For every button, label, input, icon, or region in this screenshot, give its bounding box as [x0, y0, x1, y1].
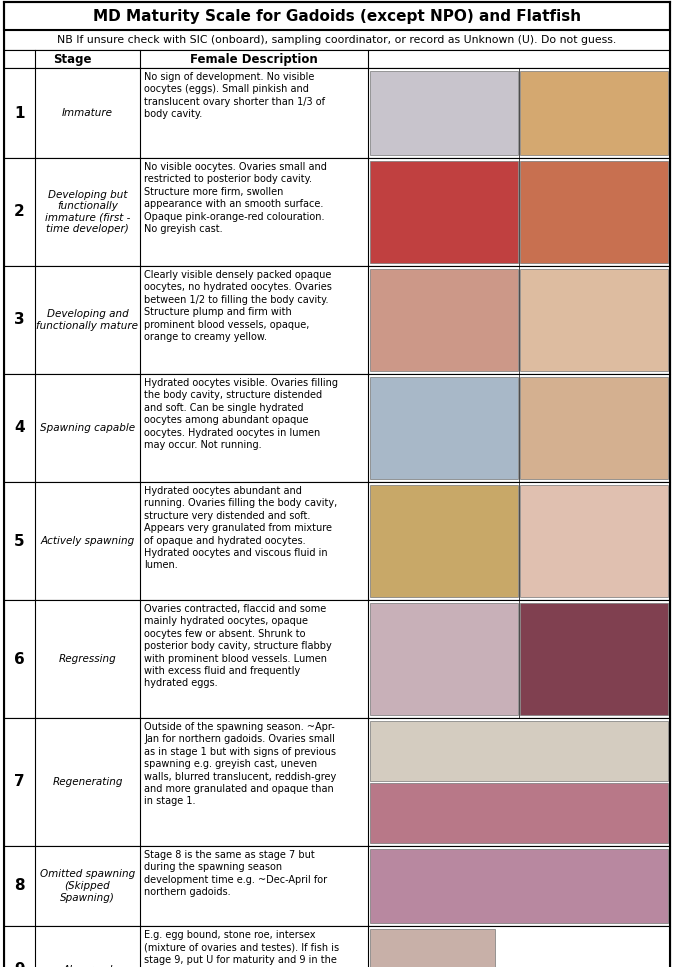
Bar	[4, 158, 670, 266]
Bar	[370, 485, 518, 597]
Text: E.g. egg bound, stone roe, intersex
(mixture of ovaries and testes). If fish is
: E.g. egg bound, stone roe, intersex (mix…	[144, 930, 339, 967]
Bar	[520, 485, 668, 597]
Bar	[520, 269, 668, 371]
Text: Immature: Immature	[62, 108, 113, 118]
Text: Developing and
functionally mature: Developing and functionally mature	[36, 309, 138, 331]
Text: Developing but
functionally
immature (first -
time developer): Developing but functionally immature (fi…	[44, 190, 130, 234]
Text: 7: 7	[14, 775, 25, 789]
Text: MD Maturity Scale for Gadoids (except NPO) and Flatfish: MD Maturity Scale for Gadoids (except NP…	[93, 9, 581, 23]
Bar	[520, 161, 668, 263]
Bar	[4, 718, 670, 846]
Text: 8: 8	[14, 878, 25, 894]
Text: Regressing: Regressing	[59, 654, 117, 664]
Text: No sign of development. No visible
oocytes (eggs). Small pinkish and
translucent: No sign of development. No visible oocyt…	[144, 72, 325, 119]
Text: No visible oocytes. Ovaries small and
restricted to posterior body cavity.
Struc: No visible oocytes. Ovaries small and re…	[144, 162, 327, 234]
Text: Clearly visible densely packed opaque
oocytes, no hydrated oocytes. Ovaries
betw: Clearly visible densely packed opaque oo…	[144, 270, 332, 342]
Text: Abnormal: Abnormal	[62, 965, 113, 967]
Bar	[4, 50, 670, 68]
Bar	[370, 929, 495, 967]
Bar	[4, 482, 670, 600]
Bar	[520, 377, 668, 479]
Text: 1: 1	[14, 105, 25, 121]
Bar	[370, 161, 518, 263]
Bar	[370, 783, 668, 843]
Text: Hydrated oocytes visible. Ovaries filling
the body cavity, structure distended
a: Hydrated oocytes visible. Ovaries fillin…	[144, 378, 338, 450]
Text: Spawning capable: Spawning capable	[40, 423, 135, 433]
Text: 3: 3	[14, 312, 25, 328]
Text: 4: 4	[14, 421, 25, 435]
Text: Stage 8 is the same as stage 7 but
during the spawning season
development time e: Stage 8 is the same as stage 7 but durin…	[144, 850, 327, 897]
Bar	[370, 849, 668, 923]
Text: Actively spawning: Actively spawning	[40, 536, 135, 546]
Bar	[4, 266, 670, 374]
Bar	[4, 846, 670, 926]
Bar	[370, 269, 518, 371]
Bar	[4, 600, 670, 718]
Text: 9: 9	[14, 962, 25, 967]
Bar	[4, 30, 670, 50]
Bar	[4, 68, 670, 158]
Bar	[370, 721, 668, 781]
Bar	[370, 71, 518, 155]
Text: Female Description: Female Description	[190, 52, 318, 66]
Text: Stage: Stage	[53, 52, 91, 66]
Text: 6: 6	[14, 652, 25, 666]
Bar	[4, 2, 670, 30]
Bar	[520, 71, 668, 155]
Bar	[370, 603, 518, 715]
Text: 5: 5	[14, 534, 25, 548]
Text: 2: 2	[14, 204, 25, 220]
Text: Ovaries contracted, flaccid and some
mainly hydrated oocytes, opaque
oocytes few: Ovaries contracted, flaccid and some mai…	[144, 604, 332, 689]
Bar	[520, 603, 668, 715]
Text: Regenerating: Regenerating	[53, 777, 123, 787]
Text: Outside of the spawning season. ~Apr-
Jan for northern gadoids. Ovaries small
as: Outside of the spawning season. ~Apr- Ja…	[144, 722, 336, 806]
Bar	[370, 377, 518, 479]
Bar	[4, 374, 670, 482]
Bar	[4, 926, 670, 967]
Text: Omitted spawning
(Skipped
Spawning): Omitted spawning (Skipped Spawning)	[40, 869, 135, 902]
Text: NB If unsure check with SIC (onboard), sampling coordinator, or record as Unknow: NB If unsure check with SIC (onboard), s…	[57, 35, 617, 45]
Text: Hydrated oocytes abundant and
running. Ovaries filling the body cavity,
structur: Hydrated oocytes abundant and running. O…	[144, 486, 337, 571]
